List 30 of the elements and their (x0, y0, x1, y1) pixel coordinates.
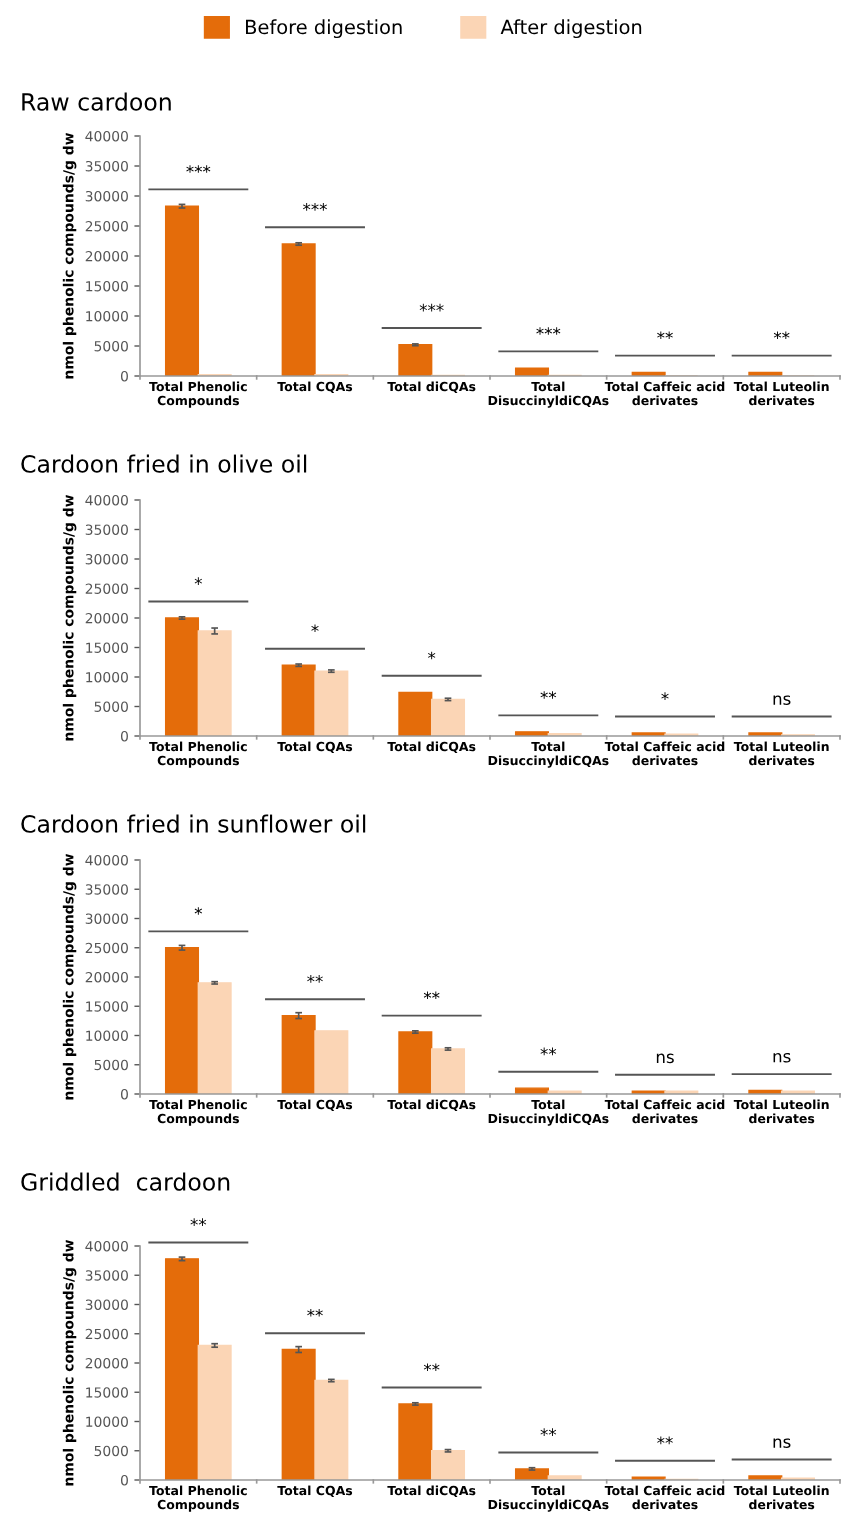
annotation: * (428, 651, 436, 660)
annotation: ** (307, 975, 323, 983)
annotation: ** (657, 1436, 673, 1445)
annotation: ** (540, 1047, 557, 1056)
annotation: ns (773, 695, 791, 705)
annotation: ns (773, 1438, 791, 1448)
annotation: ** (657, 331, 673, 340)
annotation: *** (419, 303, 444, 312)
chart-title: Cardoon fried in sunflower oil (21, 814, 366, 833)
annotation: ** (540, 1428, 557, 1436)
annotation: * (661, 692, 669, 700)
chart-title: Griddled cardoon (21, 1172, 230, 1191)
legend-label: Before digestion (246, 19, 402, 39)
legend-label: After digestion (500, 19, 642, 39)
text: ** (190, 1218, 207, 1226)
annotation: ** (423, 991, 440, 1000)
annotation: *** (186, 165, 211, 173)
annotation: *** (303, 203, 327, 211)
annotation: ** (307, 1309, 323, 1317)
annotation: ns (656, 1053, 674, 1064)
annotation: ** (423, 1363, 440, 1371)
annotation: * (194, 907, 202, 915)
annotation: ns (773, 1052, 791, 1063)
annotation: * (311, 624, 319, 633)
chart-title: Raw cardoon (22, 92, 171, 111)
chart-title: Cardoon fried in olive oil (21, 454, 307, 473)
annotation: ** (773, 331, 790, 340)
annotation: *** (536, 327, 561, 335)
annotation: ** (540, 691, 557, 699)
annotation: * (194, 577, 202, 585)
